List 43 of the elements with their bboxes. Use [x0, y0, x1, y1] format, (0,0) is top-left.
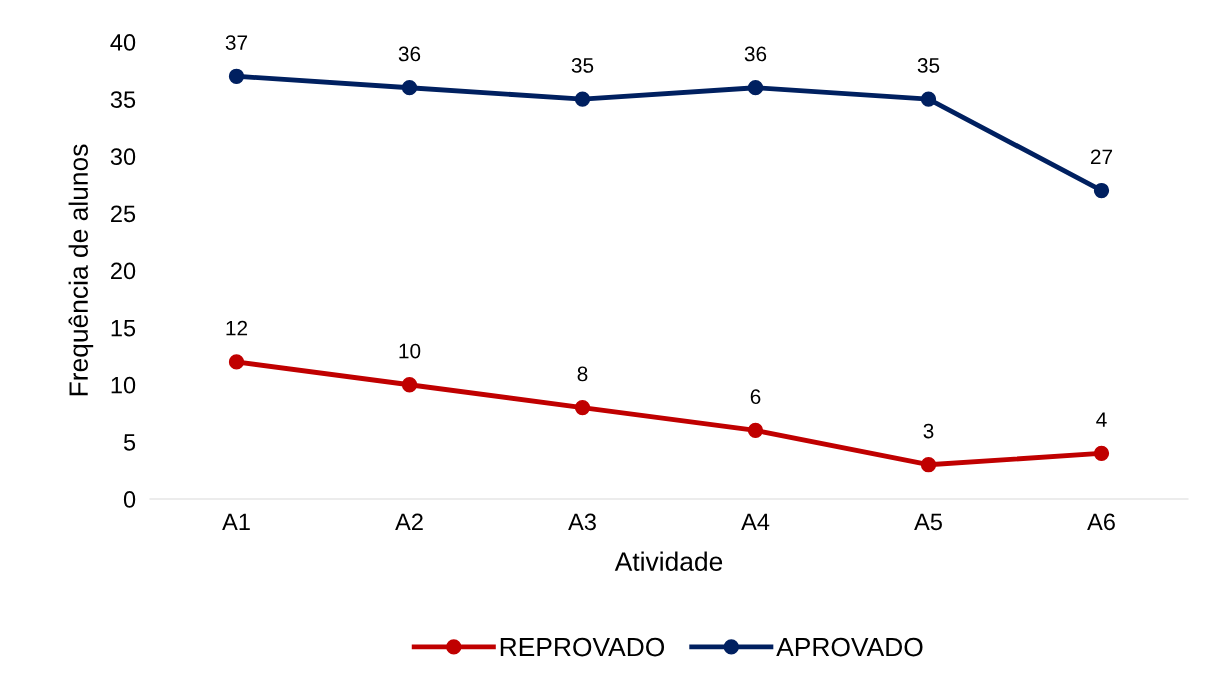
- point: [401, 377, 418, 393]
- x-tick-label: A2: [395, 513, 423, 530]
- point: [401, 80, 418, 96]
- data-label: 36: [744, 46, 767, 62]
- x-tick-label: A3: [568, 513, 596, 531]
- x-axis-title: Atividade: [614, 551, 723, 571]
- data-label: 37: [225, 35, 248, 50]
- data-label: 6: [750, 389, 761, 405]
- point: [1093, 445, 1110, 461]
- data-label: 36: [398, 46, 421, 62]
- y-tick-label: 35: [110, 91, 136, 108]
- y-tick-label: 25: [111, 205, 136, 223]
- data-label: 35: [571, 58, 594, 73]
- x-tick-label: A5: [914, 513, 942, 531]
- x-tick-label: A1: [222, 513, 250, 530]
- x-tick-label: A4: [741, 513, 770, 530]
- legend-label: APROVADO: [776, 637, 923, 657]
- data-label: 8: [577, 366, 588, 382]
- point: [1093, 182, 1110, 199]
- legend-label: REPROVADO: [500, 637, 665, 657]
- y-axis-title: Frequência de alunos: [68, 144, 94, 396]
- data-label: 12: [226, 320, 248, 336]
- point: [228, 354, 245, 370]
- y-tick-label: 30: [110, 148, 136, 166]
- point: [920, 91, 937, 107]
- point: [574, 399, 591, 416]
- y-tick-label: 0: [123, 491, 136, 508]
- data-label: 4: [1096, 412, 1107, 427]
- data-label: 3: [923, 423, 934, 439]
- data-label: 35: [917, 58, 940, 73]
- y-tick-label: 40: [110, 34, 136, 51]
- data-label: 27: [1090, 149, 1113, 164]
- point: [747, 80, 764, 96]
- y-tick-label: 15: [111, 319, 136, 337]
- point: [574, 91, 591, 107]
- y-tick-label: 10: [111, 376, 136, 394]
- x-tick-label: A6: [1087, 513, 1115, 531]
- y-tick-label: 20: [111, 262, 136, 280]
- point: [920, 457, 937, 473]
- point: [747, 422, 764, 439]
- y-tick-label: 5: [123, 434, 136, 451]
- data-label: 10: [399, 343, 421, 359]
- point: [228, 68, 245, 84]
